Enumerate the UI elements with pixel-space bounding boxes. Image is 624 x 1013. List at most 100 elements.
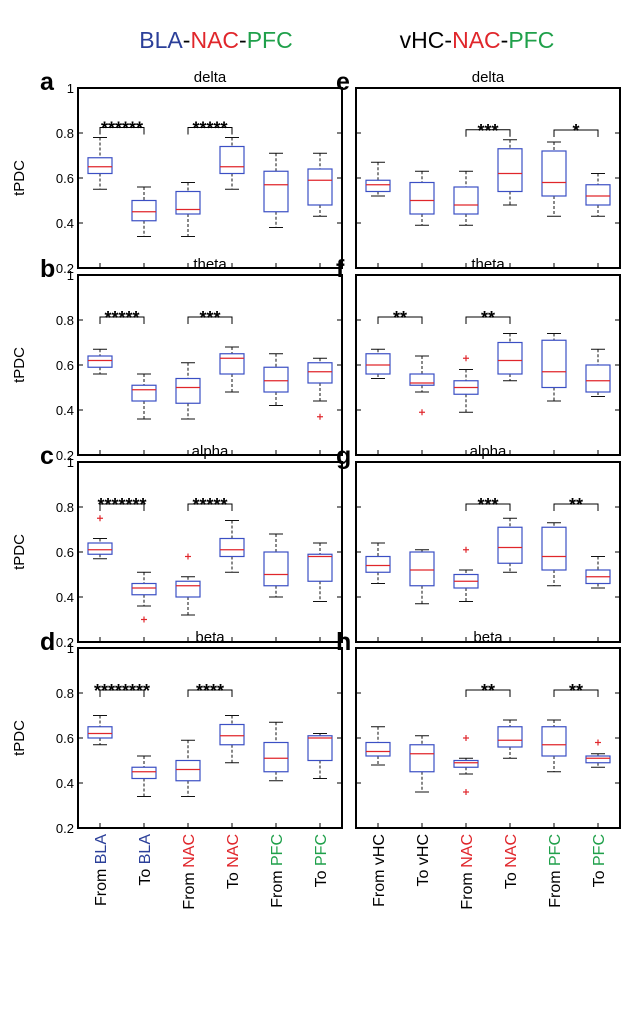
panel-h-box-3-iqr	[497, 726, 523, 748]
right-xlabel-3-part-0: To	[503, 868, 520, 889]
panel-a-sig-stars-1: *****	[192, 119, 227, 139]
panel-a-ylabel: tPDC	[11, 160, 28, 196]
panel-c-ytick-label-0: 0.2	[56, 635, 74, 650]
panel-d-box-4-iqr	[263, 741, 289, 773]
left-xlabel-1: To BLA	[137, 834, 154, 886]
panel-a-frame	[77, 87, 343, 269]
panel-b-sig-stars-0: *****	[104, 308, 139, 328]
left-xlabel-2: From NAC	[181, 834, 198, 910]
panel-h-sig-stars-0: **	[481, 681, 495, 701]
panel-f-title: theta	[471, 256, 505, 273]
panel-c-sig-bracket-1	[187, 503, 233, 511]
panel-a-box-1-iqr	[131, 199, 157, 222]
panel-a-sig-bracket-1	[187, 127, 233, 135]
panel-b-letter: b	[40, 255, 55, 283]
panel-b-ytick-label-2: 0.6	[56, 358, 74, 373]
panel-b-box-0-iqr	[87, 355, 113, 368]
panel-c-ylabel: tPDC	[11, 534, 28, 570]
left-xlabel-4-part-1: PFC	[269, 834, 286, 866]
right-xlabel-0-part-0: From vHC	[371, 834, 388, 907]
panel-c-ytick-label-4: 1	[67, 455, 74, 470]
panel-h-box-1-iqr	[409, 744, 435, 773]
panel-a-box-4-iqr	[263, 170, 289, 213]
right-xlabel-3-part-1: NAC	[503, 834, 520, 868]
panel-c-ytick-label-1: 0.4	[56, 590, 74, 605]
panel-e-box-0-iqr	[365, 179, 391, 193]
panel-f-box-4-iqr	[541, 339, 567, 389]
panel-h-box-5-iqr	[585, 755, 611, 764]
panel-e-sig-bracket-0	[465, 129, 511, 137]
panel-b-ytick-label-0: 0.2	[56, 448, 74, 463]
panel-f-sig-bracket-0	[377, 316, 423, 324]
panel-h-title: beta	[473, 629, 503, 646]
panel-h-letter: h	[336, 628, 351, 656]
panel-b-ytick-label-4: 1	[67, 268, 74, 283]
panel-b-sig-stars-1: ***	[199, 308, 220, 328]
panel-g-box-3-iqr	[497, 526, 523, 564]
panel-c-sig-bracket-0	[99, 503, 145, 511]
panel-b-box-4-iqr	[263, 366, 289, 393]
panel-f-sig-bracket-1	[465, 316, 511, 324]
panel-d-letter: d	[40, 628, 55, 656]
panel-c-frame	[77, 461, 343, 643]
right-xlabel-1-part-0: To vHC	[415, 834, 432, 886]
panel-e-letter: e	[336, 68, 350, 96]
panel-c-box-5-iqr	[307, 553, 333, 582]
panel-f-sig-stars-0: **	[393, 308, 407, 328]
right-column-title: vHC-NAC-PFC	[400, 27, 555, 53]
panel-f-box-5-iqr	[585, 364, 611, 393]
left-column-title-part-2: NAC	[190, 27, 239, 53]
panel-a-ytick-label-4: 1	[67, 81, 74, 96]
panel-b-ylabel: tPDC	[11, 347, 28, 383]
right-xlabel-5-part-0: To	[591, 866, 608, 887]
panel-h-box-0-iqr	[365, 741, 391, 757]
panel-d-ylabel: tPDC	[11, 720, 28, 756]
right-column-title-part-0: vHC	[400, 27, 445, 53]
panel-g-title: alpha	[470, 443, 507, 460]
right-xlabel-0: From vHC	[371, 834, 388, 907]
panel-a-ytick-label-0: 0.2	[56, 261, 74, 276]
panel-c-sig-stars-1: *****	[192, 495, 227, 515]
right-column-title-part-1: -	[444, 27, 452, 53]
panel-b-box-5-iqr	[307, 362, 333, 384]
left-xlabel-0: From BLA	[93, 834, 110, 906]
left-column-title-part-1: -	[183, 27, 191, 53]
panel-b-box-1-iqr	[131, 384, 157, 402]
right-xlabel-2: From NAC	[459, 834, 476, 910]
panel-b-ytick-label-1: 0.4	[56, 403, 74, 418]
panel-e-sig-bracket-1	[553, 129, 599, 137]
panel-d-box-5-iqr	[307, 735, 333, 762]
panel-d-box-1-iqr	[131, 766, 157, 780]
right-xlabel-2-part-1: NAC	[459, 834, 476, 868]
panel-d-box-3-iqr	[219, 723, 245, 746]
left-column-title-part-3: -	[239, 27, 247, 53]
panel-f-frame	[355, 274, 621, 456]
panel-g-sig-stars-1: **	[569, 495, 583, 515]
panel-e-box-1-iqr	[409, 181, 435, 215]
panel-d-ytick-label-3: 0.8	[56, 686, 74, 701]
right-xlabel-2-part-0: From	[459, 868, 476, 910]
panel-a-sig-stars-0: ******	[101, 119, 143, 139]
panel-a-title: delta	[194, 69, 227, 86]
panel-b-box-2-iqr	[175, 377, 201, 404]
panel-g-sig-bracket-0	[465, 503, 511, 511]
panel-c-ytick-label-2: 0.6	[56, 545, 74, 560]
panel-g-box-1-iqr	[409, 551, 435, 587]
panel-d-ytick-label-1: 0.4	[56, 776, 74, 791]
panel-h-frame	[355, 647, 621, 829]
left-xlabel-1-part-0: To	[137, 864, 154, 885]
panel-h-sig-stars-1: **	[569, 681, 583, 701]
panel-a-ytick-label-3: 0.8	[56, 126, 74, 141]
left-column-title-part-0: BLA	[139, 27, 183, 53]
left-column-title-part-4: PFC	[247, 27, 293, 53]
right-column-title-part-4: PFC	[508, 27, 554, 53]
panel-c-box-1-iqr	[131, 582, 157, 596]
panel-d-box-0-iqr	[87, 726, 113, 739]
panel-h-box-2-iqr	[453, 759, 479, 768]
panel-g-sig-stars-0: ***	[477, 495, 498, 515]
left-xlabel-0-part-0: From	[93, 864, 110, 906]
panel-g-frame	[355, 461, 621, 643]
left-xlabel-5-part-0: To	[313, 866, 330, 887]
panel-c-box-3-iqr	[219, 537, 245, 558]
